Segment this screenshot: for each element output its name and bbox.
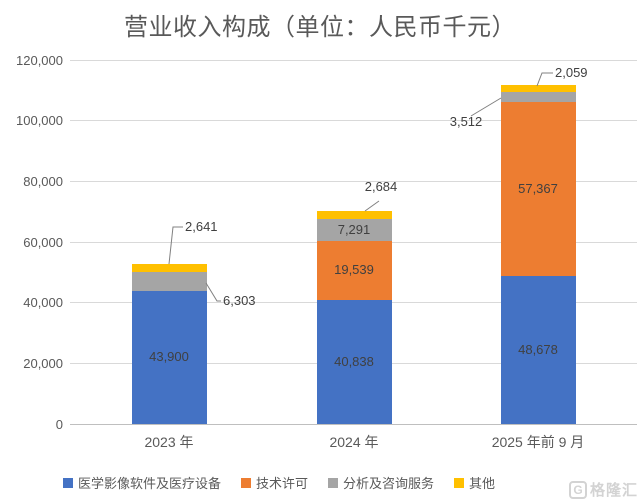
leader-line <box>168 226 183 265</box>
bar-segment-1-cat1 <box>131 290 207 424</box>
bar-segment-4-cat2 <box>316 210 392 219</box>
watermark-text: 格隆汇 <box>589 482 638 499</box>
y-axis-tick-label: 80,000 <box>23 173 63 189</box>
legend-label: 其他 <box>469 476 496 491</box>
bar-segment-3-cat2 <box>316 218 392 241</box>
callout-value-label: 6,303 <box>223 293 256 308</box>
gridline <box>70 180 637 182</box>
leader-line <box>205 282 221 302</box>
legend-marker-icon <box>328 477 339 488</box>
legend-label: 医学影像软件及医疗设备 <box>78 476 222 491</box>
bar-value-label: 57,367 <box>518 181 558 197</box>
bar-value-label: 19,539 <box>334 262 374 278</box>
callout-value-label: 2,641 <box>185 219 218 234</box>
legend-label: 分析及咨询服务 <box>343 476 435 491</box>
y-axis-tick-label: 0 <box>55 416 63 432</box>
bar-segment-1-cat3 <box>500 276 576 424</box>
leader-line <box>536 72 553 87</box>
y-axis-tick-label: 40,000 <box>23 295 63 311</box>
watermark-logo-icon: G <box>568 480 587 499</box>
watermark: G 格隆汇 <box>568 479 638 500</box>
legend-marker-icon <box>241 477 252 488</box>
legend: 医学影像软件及医疗设备 技术许可 分析及咨询服务 其他 <box>63 473 495 492</box>
chart-title: 营业收入构成（单位：人民币千元） <box>124 14 516 41</box>
callout-value-label: 2,684 <box>364 179 398 194</box>
category-label: 2023 年 <box>144 434 194 450</box>
legend-item: 分析及咨询服务 <box>328 473 434 492</box>
leader-line <box>364 200 380 212</box>
legend-item: 医学影像软件及医疗设备 <box>63 473 221 492</box>
x-axis-line <box>70 423 637 425</box>
y-axis-tick-label: 120,000 <box>16 52 63 68</box>
gridline <box>70 59 637 61</box>
legend-marker-icon <box>454 477 465 488</box>
bar-segment-2-cat2 <box>316 240 392 301</box>
legend-marker-icon <box>63 477 73 488</box>
legend-label: 技术许可 <box>256 476 309 491</box>
bar-segment-3-cat1 <box>131 271 207 291</box>
bar-segment-4-cat3 <box>500 85 576 92</box>
bar-value-label: 7,291 <box>337 221 371 237</box>
bar-segment-4-cat1 <box>131 263 207 272</box>
category-label: 2024 年 <box>329 434 379 450</box>
gridline <box>70 120 637 122</box>
bar-segment-2-cat3 <box>500 102 576 277</box>
callout-value-label: 3,512 <box>449 114 483 129</box>
callout-value-label: 2,059 <box>555 65 588 80</box>
bar-value-label: 40,838 <box>334 354 374 370</box>
y-axis-tick-label: 20,000 <box>23 355 63 371</box>
bar-value-label: 43,900 <box>149 349 189 365</box>
y-axis-tick-label: 60,000 <box>23 234 63 250</box>
category-label: 2025 年前 9 月 <box>491 434 585 450</box>
bar-value-label: 48,678 <box>518 342 558 358</box>
legend-item: 技术许可 <box>241 473 308 492</box>
bar-segment-1-cat2 <box>316 300 392 424</box>
y-axis-tick-label: 100,000 <box>16 113 63 129</box>
bar-segment-3-cat3 <box>500 91 576 103</box>
legend-item: 其他 <box>454 473 495 492</box>
